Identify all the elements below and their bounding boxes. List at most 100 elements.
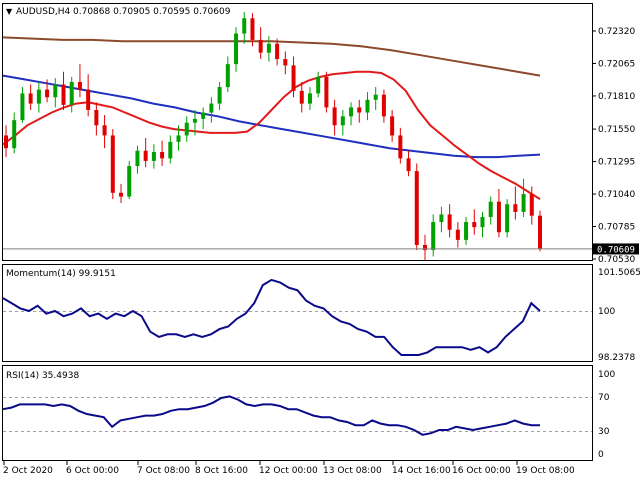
time-tick-label: 16 Oct 00:00 — [452, 466, 511, 476]
momentum-title: Momentum(14) 99.9151 — [6, 269, 116, 279]
candle-body — [20, 93, 25, 121]
momentum-line — [2, 278, 541, 356]
time-tick-label: 2 Oct 2020 — [3, 466, 53, 476]
candle-body — [480, 216, 485, 228]
price-tick-label: 0.72065 — [598, 59, 635, 69]
last-price-box — [593, 243, 639, 255]
candle-body — [316, 76, 321, 94]
candle-body — [357, 107, 362, 113]
time-tick-label: 13 Oct 08:00 — [323, 466, 382, 476]
time-tick-label: 7 Oct 08:00 — [137, 466, 190, 476]
candle-body — [258, 39, 263, 53]
momentum-panel-frame — [2, 264, 593, 362]
candle-body — [45, 89, 50, 98]
candle-body — [69, 81, 74, 105]
candle-body — [209, 103, 214, 113]
candle-body — [242, 18, 247, 34]
candle-body — [201, 112, 206, 119]
momentum-tick-top: 101.5065 — [598, 268, 640, 278]
candle-body — [488, 201, 493, 217]
time-tick-label: 6 Oct 00:00 — [66, 466, 119, 476]
candle-body — [406, 158, 411, 172]
candle-body — [521, 194, 526, 212]
rsi-tick-30: 30 — [598, 427, 610, 437]
candle-body — [472, 222, 477, 228]
candle-body — [225, 64, 230, 88]
moving-averages — [2, 36, 541, 200]
candle-body — [151, 152, 156, 161]
candle-body — [4, 135, 8, 149]
candle-body — [110, 135, 115, 193]
price-tick-label: 0.72320 — [598, 27, 635, 37]
candle-body — [250, 18, 255, 40]
rsi-tick-100: 100 — [598, 370, 615, 380]
candle-body — [455, 229, 460, 240]
candle-body — [86, 89, 91, 110]
candle-body — [340, 116, 345, 126]
axes: 0.72320 0.72065 0.71810 0.71550 0.71295 0.710… — [3, 27, 635, 476]
time-tick-label: 12 Oct 00:00 — [259, 466, 318, 476]
candle-body — [119, 192, 124, 197]
price-tick-label: 0.71295 — [598, 158, 635, 168]
price-tick-label: 0.71550 — [598, 125, 635, 135]
candlesticks — [4, 11, 542, 261]
candle-body — [381, 94, 386, 117]
candle-body — [61, 84, 66, 105]
candle-body — [464, 222, 469, 240]
symbol-arrow[interactable]: ▼ — [6, 7, 13, 16]
candle-body — [324, 76, 329, 108]
candle-body — [36, 89, 41, 104]
candle-body — [439, 214, 444, 223]
candle-body — [217, 87, 222, 104]
candle-body — [414, 171, 419, 245]
candle-body — [431, 222, 436, 251]
candle-body — [496, 201, 501, 233]
candle-body — [53, 84, 58, 98]
last-price-label: 0.70609 — [597, 245, 635, 255]
candle-body — [28, 93, 33, 104]
candle-body — [94, 109, 99, 126]
ma-fast-line — [2, 70, 541, 200]
candle-body — [291, 65, 296, 91]
symbol-timeframe: AUDUSD,H4 — [16, 7, 71, 17]
price-tick-label: 0.71810 — [598, 92, 635, 102]
indicator-lines — [2, 278, 541, 436]
momentum-tick-mid: 100 — [598, 307, 615, 317]
ohlc-values: 0.70868 0.70905 0.70595 0.70609 — [73, 7, 231, 17]
rsi-title: RSI(14) 35.4938 — [6, 371, 79, 381]
time-tick-label: 8 Oct 16:00 — [195, 466, 248, 476]
candle-body — [283, 59, 288, 66]
candle-body — [538, 215, 542, 249]
price-tick-label: 0.70530 — [598, 255, 635, 265]
rsi-panel-frame — [2, 365, 593, 461]
ma-mid-line — [2, 74, 541, 159]
candle-body — [184, 122, 189, 136]
candle-body — [102, 125, 107, 136]
candle-body — [390, 116, 395, 136]
candle-body — [275, 43, 280, 60]
time-tick-label: 14 Oct 16:00 — [392, 466, 451, 476]
candle-body — [135, 150, 140, 167]
candle-body — [127, 166, 132, 197]
momentum-tick-bottom: 98.2378 — [598, 353, 635, 363]
candle-body — [349, 107, 354, 117]
candle-body — [513, 204, 518, 212]
candle-body — [307, 93, 312, 104]
candle-body — [266, 43, 271, 53]
candle-body — [422, 244, 427, 251]
candle-body — [77, 81, 82, 90]
rsi-tick-0: 0 — [598, 450, 604, 460]
candle-body — [234, 33, 239, 65]
candle-body — [373, 94, 378, 100]
candle-body — [505, 204, 510, 233]
price-tick-label: 0.70785 — [598, 223, 635, 233]
rsi-line — [2, 395, 540, 436]
candle-body — [299, 90, 304, 104]
candle-body — [332, 107, 337, 126]
ma-slow-line — [2, 36, 541, 77]
candle-body — [160, 152, 165, 159]
candle-body — [143, 150, 148, 161]
candle-body — [398, 135, 403, 159]
candle-body — [192, 118, 197, 123]
